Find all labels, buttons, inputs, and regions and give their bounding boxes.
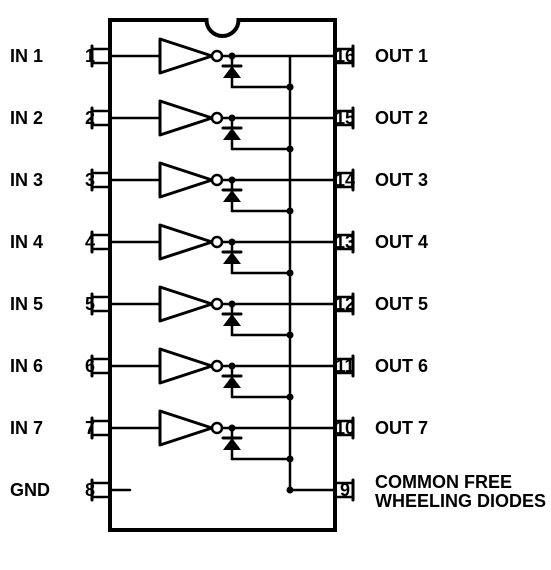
pin-number-right: 16: [335, 46, 355, 66]
out-label: OUT 6: [375, 356, 428, 376]
pin9-label-line2: WHEELING DIODES: [375, 491, 546, 511]
out-label: OUT 3: [375, 170, 428, 190]
pin-number-right: 14: [335, 170, 355, 190]
gnd-label: GND: [10, 480, 50, 500]
pin-number-left: 5: [85, 294, 95, 314]
in-label: IN 1: [10, 46, 43, 66]
pin-number-right: 11: [335, 356, 354, 376]
out-label: OUT 7: [375, 418, 428, 438]
ic-body: [110, 20, 335, 530]
pin-number-left: 1: [85, 46, 95, 66]
pin-number-right: 13: [335, 232, 355, 252]
in-label: IN 5: [10, 294, 43, 314]
pin-number-right: 12: [335, 294, 355, 314]
out-label: OUT 1: [375, 46, 428, 66]
in-label: IN 3: [10, 170, 43, 190]
pin-number-right: 15: [335, 108, 355, 128]
pin-number-left: 7: [85, 418, 95, 438]
pin-number-right: 10: [335, 418, 355, 438]
in-label: IN 7: [10, 418, 43, 438]
pin-number-left: 8: [85, 480, 95, 500]
out-label: OUT 2: [375, 108, 428, 128]
pin9-label-line1: COMMON FREE: [375, 472, 512, 492]
out-label: OUT 5: [375, 294, 428, 314]
out-label: OUT 4: [375, 232, 428, 252]
pin-number-right: 9: [340, 480, 350, 500]
pin-number-left: 3: [85, 170, 95, 190]
in-label: IN 4: [10, 232, 43, 252]
pin-number-left: 2: [85, 108, 95, 128]
pin-number-left: 4: [85, 232, 95, 252]
in-label: IN 6: [10, 356, 43, 376]
pin-number-left: 6: [85, 356, 95, 376]
in-label: IN 2: [10, 108, 43, 128]
ic-pinout-diagram: IN 1116OUT 1IN 2215OUT 2IN 3314OUT 3IN 4…: [0, 0, 551, 570]
